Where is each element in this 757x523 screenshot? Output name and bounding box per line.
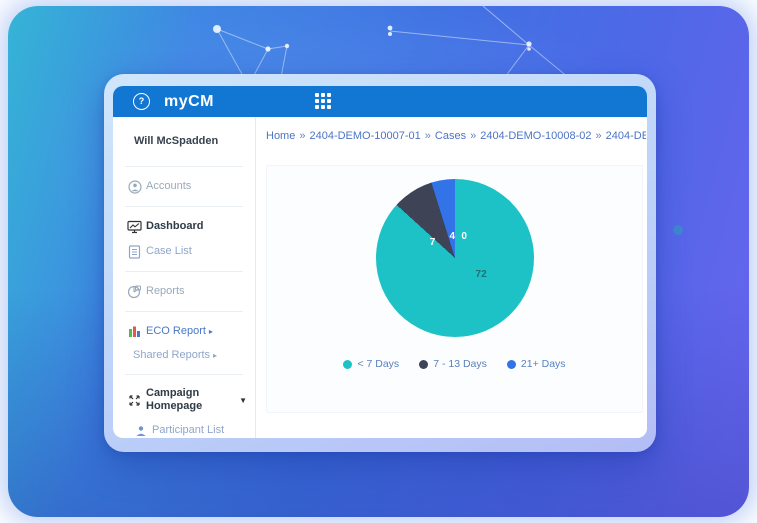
divider bbox=[125, 311, 243, 312]
breadcrumb-separator: » bbox=[470, 130, 477, 142]
sidebar-item-label: Shared Reports bbox=[133, 349, 211, 361]
breadcrumb-separator: » bbox=[424, 130, 431, 142]
pie-data-label: 72 bbox=[475, 269, 487, 281]
expand-arrows-icon bbox=[127, 393, 142, 408]
breadcrumb-separator: » bbox=[595, 130, 602, 142]
breadcrumb-case[interactable]: 2404-DEMO-10008-02 bbox=[480, 130, 592, 142]
pie-data-label: 0 bbox=[461, 231, 467, 243]
sidebar-item-label: Campaign Homepage bbox=[146, 387, 203, 413]
sidebar-item-label: Reports bbox=[146, 284, 185, 297]
sidebar-item-label: Dashboard bbox=[146, 219, 204, 232]
legend-item-7-13[interactable]: 7 - 13 Days bbox=[419, 358, 487, 370]
sidebar-item-case-list[interactable]: Case List bbox=[113, 239, 255, 264]
breadcrumb-separator: » bbox=[299, 130, 306, 142]
chevron-right-icon: ▸ bbox=[208, 326, 213, 336]
sidebar-item-label: Participant List bbox=[152, 424, 225, 437]
breadcrumb-home[interactable]: Home bbox=[266, 130, 296, 142]
sidebar-item-accounts[interactable]: Accounts bbox=[113, 174, 255, 199]
participant-icon bbox=[133, 424, 148, 438]
breadcrumb-cases[interactable]: Cases bbox=[434, 130, 467, 142]
sidebar: Will McSpadden Accounts Dashboard bbox=[113, 117, 256, 438]
sidebar-item-participant-list[interactable]: Participant List bbox=[113, 419, 255, 438]
legend-item-lt7[interactable]: < 7 Days bbox=[343, 358, 399, 370]
sidebar-item-reports[interactable]: Reports bbox=[113, 279, 255, 304]
breadcrumb-case[interactable]: 2404-DEMO-10008-02 bbox=[605, 130, 646, 142]
legend-label: 7 - 13 Days bbox=[433, 358, 487, 370]
divider bbox=[125, 271, 243, 272]
pie-report-icon bbox=[127, 284, 142, 299]
legend-dot-icon bbox=[343, 359, 353, 369]
main-content: Home» 2404-DEMO-10007-01» Cases» 2404-DEMO-… bbox=[256, 117, 647, 438]
case-list-icon bbox=[127, 244, 142, 259]
dashboard-monitor-icon bbox=[127, 219, 142, 234]
legend-dot-icon bbox=[506, 359, 516, 369]
legend-label: 21+ Days bbox=[520, 358, 566, 370]
breadcrumb: Home» 2404-DEMO-10007-01» Cases» 2404-DEMO-… bbox=[256, 117, 646, 142]
sidebar-item-dashboard[interactable]: Dashboard bbox=[113, 214, 255, 239]
app-window: ? myCM Will McSpadden Accounts bbox=[104, 74, 656, 452]
divider bbox=[125, 166, 243, 167]
legend-dot-icon bbox=[419, 359, 429, 369]
person-circle-icon bbox=[127, 179, 142, 194]
pie-data-label: 7 bbox=[429, 237, 436, 249]
chart-legend: < 7 Days 7 - 13 Days 21+ Days bbox=[267, 358, 642, 370]
sidebar-item-shared-reports[interactable]: Shared Reports ▸ bbox=[113, 344, 255, 367]
bar-chart-icon bbox=[127, 324, 142, 339]
apps-grid-icon[interactable] bbox=[315, 93, 332, 110]
chart-panel: 72 7 4 0 < 7 Days 7 - 13 Days bbox=[266, 165, 643, 413]
legend-label: < 7 Days bbox=[357, 358, 400, 370]
user-name: Will McSpadden bbox=[134, 135, 219, 147]
sidebar-item-label: Case List bbox=[146, 244, 192, 257]
divider bbox=[125, 374, 243, 376]
app-title: myCM bbox=[164, 92, 215, 110]
pie-data-label: 4 bbox=[449, 231, 456, 243]
chevron-right-icon: ▸ bbox=[213, 350, 218, 360]
app-header-bar: ? myCM bbox=[113, 86, 647, 117]
sidebar-item-label: ECO Report bbox=[146, 324, 206, 337]
chevron-down-icon: ▼ bbox=[239, 395, 247, 405]
sidebar-item-campaign-homepage[interactable]: Campaign Homepage ▼ bbox=[113, 382, 255, 418]
legend-item-21plus[interactable]: 21+ Days bbox=[506, 358, 566, 370]
breadcrumb-case[interactable]: 2404-DEMO-10007-01 bbox=[309, 130, 421, 142]
sidebar-item-eco-report[interactable]: ECO Report ▸ bbox=[113, 319, 255, 344]
help-icon[interactable]: ? bbox=[133, 93, 150, 110]
pie-chart[interactable]: 72 7 4 0 bbox=[376, 179, 534, 337]
sidebar-item-label: Accounts bbox=[146, 179, 192, 192]
divider bbox=[125, 206, 243, 207]
pie-graphic bbox=[376, 179, 534, 337]
